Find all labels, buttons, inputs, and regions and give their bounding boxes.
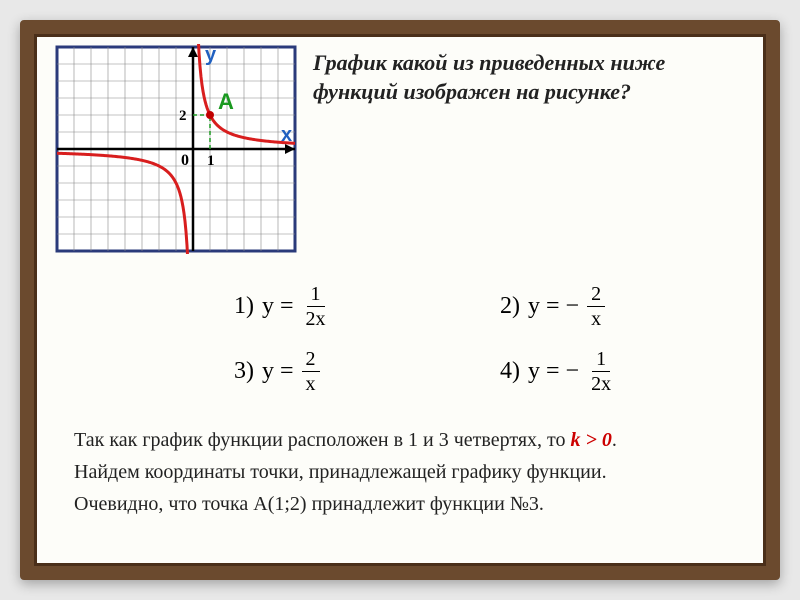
svg-text:A: A: [218, 89, 234, 114]
denominator: 2x: [302, 307, 330, 329]
option-4: 4) y = − 1 2x: [500, 349, 706, 394]
fraction: 1 2x: [587, 349, 615, 394]
svg-text:2: 2: [179, 108, 187, 124]
explanation-line-2: Найдем координаты точки, принадлежащей г…: [74, 456, 726, 488]
answer-options: 1) y = 1 2x 2) y = − 2 x 3) y = 2: [234, 284, 706, 394]
option-lhs: y =: [262, 358, 294, 385]
option-number: 2): [500, 293, 520, 320]
numerator: 1: [307, 284, 325, 307]
option-number: 3): [234, 358, 254, 385]
graph-container: у х 0 1 2 A: [54, 44, 298, 259]
k-condition: k > 0: [571, 429, 612, 451]
denominator: x: [302, 372, 320, 394]
option-number: 1): [234, 293, 254, 320]
option-lhs: y = −: [528, 358, 579, 385]
svg-text:0: 0: [181, 152, 189, 169]
svg-text:х: х: [281, 124, 292, 146]
numerator: 1: [592, 349, 610, 372]
svg-text:1: 1: [207, 153, 215, 169]
numerator: 2: [302, 349, 320, 372]
denominator: 2x: [587, 372, 615, 394]
option-3: 3) y = 2 x: [234, 349, 440, 394]
fraction: 1 2x: [302, 284, 330, 329]
option-lhs: y =: [262, 293, 294, 320]
hyperbola-graph: у х 0 1 2 A: [54, 44, 298, 254]
option-number: 4): [500, 358, 520, 385]
explanation-line-3: Очевидно, что точка А(1;2) принадлежит ф…: [74, 488, 726, 520]
numerator: 2: [587, 284, 605, 307]
explanation-line-1: Так как график функции расположен в 1 и …: [74, 424, 726, 456]
option-lhs: y = −: [528, 293, 579, 320]
top-row: у х 0 1 2 A График какой из приведенных ниже …: [54, 44, 746, 259]
text: .: [612, 429, 617, 451]
text: Так как график функции расположен в 1 и …: [74, 429, 571, 451]
option-2: 2) y = − 2 x: [500, 284, 706, 329]
question-text: График какой из приведенных ниже функций…: [313, 44, 746, 106]
svg-text:у: у: [205, 44, 217, 66]
content-area: у х 0 1 2 A График какой из приведенных ниже …: [34, 34, 766, 540]
option-1: 1) y = 1 2x: [234, 284, 440, 329]
fraction: 2 x: [302, 349, 320, 394]
chalkboard-frame: у х 0 1 2 A График какой из приведенных ниже …: [20, 20, 780, 580]
denominator: x: [587, 307, 605, 329]
explanation-block: Так как график функции расположен в 1 и …: [74, 424, 726, 520]
fraction: 2 x: [587, 284, 605, 329]
